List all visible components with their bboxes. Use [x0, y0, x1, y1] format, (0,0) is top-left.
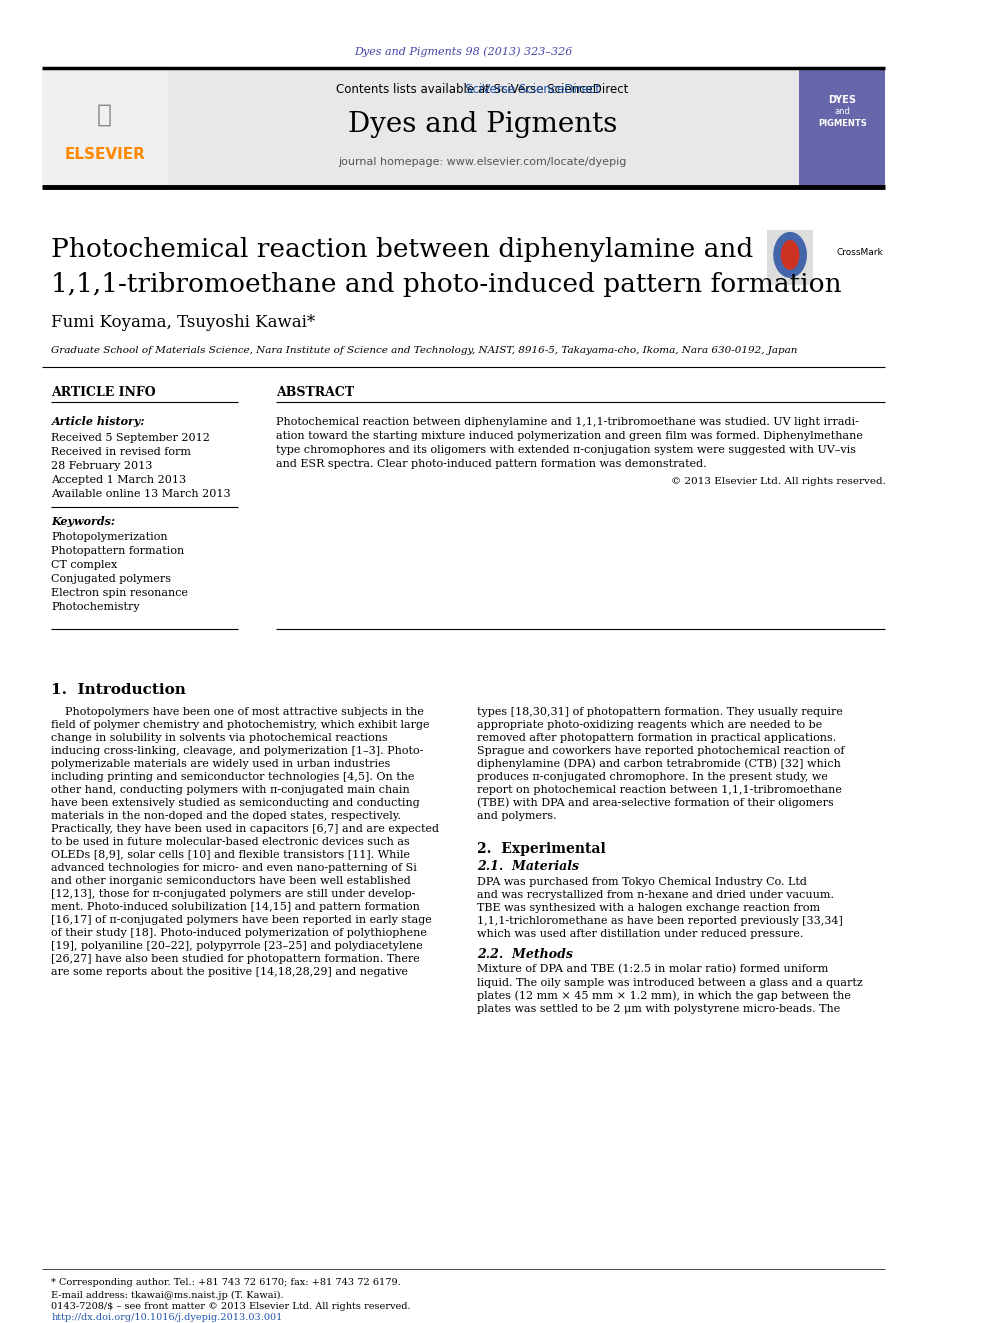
Text: CrossMark: CrossMark — [837, 249, 884, 258]
Text: advanced technologies for micro- and even nano-patterning of Si: advanced technologies for micro- and eve… — [52, 863, 418, 873]
Text: diphenylamine (DPA) and carbon tetrabromide (CTB) [32] which: diphenylamine (DPA) and carbon tetrabrom… — [477, 758, 841, 769]
Text: and ESR spectra. Clear photo-induced pattern formation was demonstrated.: and ESR spectra. Clear photo-induced pat… — [276, 459, 706, 468]
Text: Photochemistry: Photochemistry — [52, 602, 140, 611]
Text: 1.  Introduction: 1. Introduction — [52, 683, 186, 697]
Text: are some reports about the positive [14,18,28,29] and negative: are some reports about the positive [14,… — [52, 967, 409, 976]
Text: plates was settled to be 2 μm with polystyrene micro-beads. The: plates was settled to be 2 μm with polys… — [477, 1004, 840, 1013]
Text: OLEDs [8,9], solar cells [10] and flexible transistors [11]. While: OLEDs [8,9], solar cells [10] and flexib… — [52, 849, 411, 860]
Text: TBE was synthesized with a halogen exchange reaction from: TBE was synthesized with a halogen excha… — [477, 902, 820, 913]
Text: Graduate School of Materials Science, Nara Institute of Science and Technology, : Graduate School of Materials Science, Na… — [52, 347, 798, 356]
Text: and polymers.: and polymers. — [477, 811, 557, 820]
Text: 28 February 2013: 28 February 2013 — [52, 460, 153, 471]
Text: including printing and semiconductor technologies [4,5]. On the: including printing and semiconductor tec… — [52, 771, 415, 782]
Text: Accepted 1 March 2013: Accepted 1 March 2013 — [52, 475, 186, 484]
Text: inducing cross-linking, cleavage, and polymerization [1–3]. Photo-: inducing cross-linking, cleavage, and po… — [52, 746, 424, 755]
Text: materials in the non-doped and the doped states, respectively.: materials in the non-doped and the doped… — [52, 811, 402, 820]
Text: Photopolymerization: Photopolymerization — [52, 532, 168, 541]
Text: ation toward the starting mixture induced polymerization and green film was form: ation toward the starting mixture induce… — [276, 431, 863, 441]
Text: E-mail address: tkawai@ms.naist.jp (T. Kawai).: E-mail address: tkawai@ms.naist.jp (T. K… — [52, 1291, 284, 1301]
Text: Keywords:: Keywords: — [52, 516, 115, 528]
Text: and was recrystallized from n-hexane and dried under vacuum.: and was recrystallized from n-hexane and… — [477, 889, 834, 900]
Text: Dyes and Pigments 98 (2013) 323–326: Dyes and Pigments 98 (2013) 323–326 — [354, 46, 573, 57]
Text: DYES: DYES — [828, 95, 856, 105]
Text: Sprague and coworkers have reported photochemical reaction of: Sprague and coworkers have reported phot… — [477, 746, 844, 755]
Text: of their study [18]. Photo-induced polymerization of polythiophene: of their study [18]. Photo-induced polym… — [52, 927, 428, 938]
Text: Practically, they have been used in capacitors [6,7] and are expected: Practically, they have been used in capa… — [52, 824, 439, 833]
Text: DPA was purchased from Tokyo Chemical Industry Co. Ltd: DPA was purchased from Tokyo Chemical In… — [477, 877, 806, 886]
Text: liquid. The oily sample was introduced between a glass and a quartz: liquid. The oily sample was introduced b… — [477, 978, 863, 987]
Text: [19], polyaniline [20–22], polypyrrole [23–25] and polydiacetylene: [19], polyaniline [20–22], polypyrrole [… — [52, 941, 424, 950]
Text: have been extensively studied as semiconducting and conducting: have been extensively studied as semicon… — [52, 798, 421, 807]
Text: produces π-conjugated chromophore. In the present study, we: produces π-conjugated chromophore. In th… — [477, 771, 827, 782]
Text: report on photochemical reaction between 1,1,1-tribromoethane: report on photochemical reaction between… — [477, 785, 842, 795]
Text: polymerizable materials are widely used in urban industries: polymerizable materials are widely used … — [52, 758, 391, 769]
Text: plates (12 mm × 45 mm × 1.2 mm), in which the gap between the: plates (12 mm × 45 mm × 1.2 mm), in whic… — [477, 990, 851, 1000]
Text: Photochemical reaction between diphenylamine and 1,1,1-tribromoethane was studie: Photochemical reaction between diphenyla… — [276, 417, 859, 427]
Text: Mixture of DPA and TBE (1:2.5 in molar ratio) formed uniform: Mixture of DPA and TBE (1:2.5 in molar r… — [477, 964, 828, 975]
Text: and other inorganic semiconductors have been well established: and other inorganic semiconductors have … — [52, 876, 411, 885]
Text: 1,1,1-tribromoethane and photo-induced pattern formation: 1,1,1-tribromoethane and photo-induced p… — [52, 273, 842, 298]
Text: which was used after distillation under reduced pressure.: which was used after distillation under … — [477, 929, 804, 938]
Text: SciVerse ScienceDirect: SciVerse ScienceDirect — [364, 83, 600, 97]
Text: 0143-7208/$ – see front matter © 2013 Elsevier Ltd. All rights reserved.: 0143-7208/$ – see front matter © 2013 El… — [52, 1302, 411, 1311]
Text: ARTICLE INFO: ARTICLE INFO — [52, 386, 156, 400]
Text: Photopolymers have been one of most attractive subjects in the: Photopolymers have been one of most attr… — [52, 706, 425, 717]
Text: CT complex: CT complex — [52, 560, 118, 570]
Text: © 2013 Elsevier Ltd. All rights reserved.: © 2013 Elsevier Ltd. All rights reserved… — [671, 478, 886, 487]
Text: 🌳: 🌳 — [97, 103, 112, 127]
Text: other hand, conducting polymers with π-conjugated main chain: other hand, conducting polymers with π-c… — [52, 785, 410, 795]
Text: http://dx.doi.org/10.1016/j.dyepig.2013.03.001: http://dx.doi.org/10.1016/j.dyepig.2013.… — [52, 1312, 283, 1322]
Text: types [18,30,31] of photopattern formation. They usually require: types [18,30,31] of photopattern formati… — [477, 706, 843, 717]
Text: type chromophores and its oligomers with extended π-conjugation system were sugg: type chromophores and its oligomers with… — [276, 445, 856, 455]
Text: and: and — [834, 107, 850, 116]
Text: [26,27] have also been studied for photopattern formation. There: [26,27] have also been studied for photo… — [52, 954, 421, 963]
Text: removed after photopattern formation in practical applications.: removed after photopattern formation in … — [477, 733, 836, 742]
Text: [12,13], those for π-conjugated polymers are still under develop-: [12,13], those for π-conjugated polymers… — [52, 889, 416, 898]
Text: PIGMENTS: PIGMENTS — [818, 119, 867, 128]
Bar — [169, 69, 884, 187]
Text: ment. Photo-induced solubilization [14,15] and pattern formation: ment. Photo-induced solubilization [14,1… — [52, 901, 421, 912]
Text: 2.1.  Materials: 2.1. Materials — [477, 860, 579, 873]
Text: Electron spin resonance: Electron spin resonance — [52, 587, 188, 598]
Text: Photochemical reaction between diphenylamine and: Photochemical reaction between diphenyla… — [52, 237, 754, 262]
Text: Conjugated polymers: Conjugated polymers — [52, 574, 172, 583]
Text: 1,1,1-trichloromethane as have been reported previously [33,34]: 1,1,1-trichloromethane as have been repo… — [477, 916, 843, 926]
Text: [16,17] of π-conjugated polymers have been reported in early stage: [16,17] of π-conjugated polymers have be… — [52, 914, 433, 925]
Text: Photopattern formation: Photopattern formation — [52, 545, 185, 556]
Text: * Corresponding author. Tel.: +81 743 72 6170; fax: +81 743 72 6179.: * Corresponding author. Tel.: +81 743 72… — [52, 1278, 401, 1287]
Bar — [800, 69, 886, 187]
Text: ABSTRACT: ABSTRACT — [276, 386, 354, 400]
Text: appropriate photo-oxidizing reagents which are needed to be: appropriate photo-oxidizing reagents whi… — [477, 720, 822, 730]
Ellipse shape — [781, 239, 800, 270]
Text: Available online 13 March 2013: Available online 13 March 2013 — [52, 488, 231, 499]
Text: journal homepage: www.elsevier.com/locate/dyepig: journal homepage: www.elsevier.com/locat… — [338, 157, 627, 167]
Bar — [42, 69, 169, 187]
Text: Received in revised form: Received in revised form — [52, 447, 191, 456]
Text: Contents lists available at SciVerse ScienceDirect: Contents lists available at SciVerse Sci… — [336, 83, 629, 97]
Text: 2.  Experimental: 2. Experimental — [477, 841, 605, 856]
Text: field of polymer chemistry and photochemistry, which exhibit large: field of polymer chemistry and photochem… — [52, 720, 430, 730]
Text: Article history:: Article history: — [52, 417, 145, 427]
Bar — [767, 230, 813, 284]
Text: 2.2.  Methods: 2.2. Methods — [477, 949, 572, 960]
Text: Fumi Koyama, Tsuyoshi Kawai*: Fumi Koyama, Tsuyoshi Kawai* — [52, 315, 315, 331]
Text: change in solubility in solvents via photochemical reactions: change in solubility in solvents via pho… — [52, 733, 388, 742]
Text: to be used in future molecular-based electronic devices such as: to be used in future molecular-based ele… — [52, 836, 410, 847]
Ellipse shape — [774, 232, 806, 278]
Text: (TBE) with DPA and area-selective formation of their oligomers: (TBE) with DPA and area-selective format… — [477, 798, 833, 808]
Text: ELSEVIER: ELSEVIER — [64, 147, 145, 163]
Text: Dyes and Pigments: Dyes and Pigments — [348, 111, 617, 139]
Text: Received 5 September 2012: Received 5 September 2012 — [52, 433, 210, 443]
